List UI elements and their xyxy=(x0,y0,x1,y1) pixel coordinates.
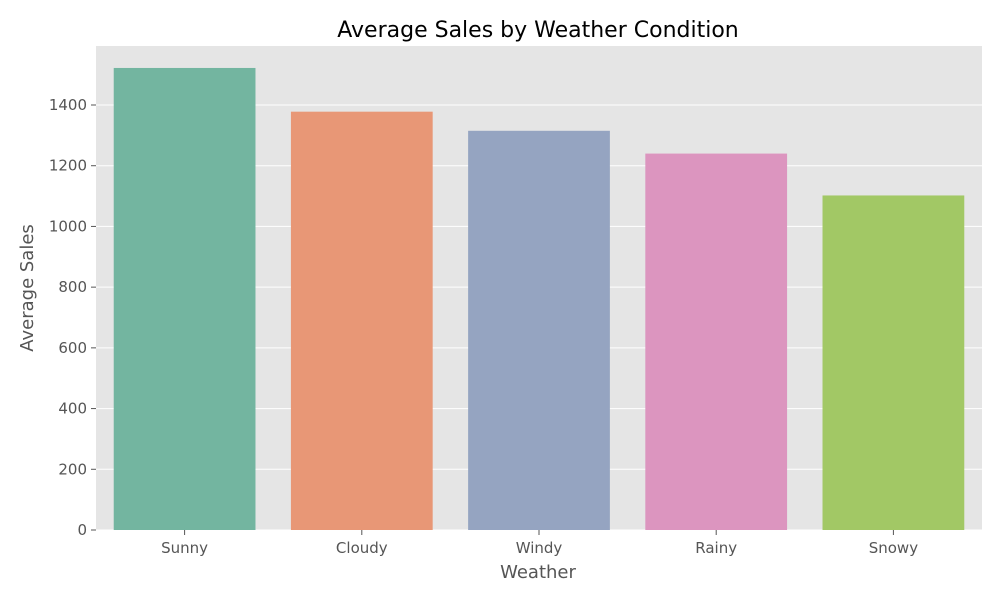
x-tick-label: Snowy xyxy=(869,539,918,557)
y-tick-label: 1000 xyxy=(49,217,87,235)
x-tick-label: Rainy xyxy=(695,539,737,557)
bars xyxy=(113,67,965,531)
y-tick-label: 200 xyxy=(58,460,87,478)
x-tick-label: Windy xyxy=(516,539,563,557)
bar-windy xyxy=(468,130,610,530)
y-tick-label: 800 xyxy=(58,278,87,296)
x-tick-label: Cloudy xyxy=(336,539,388,557)
bar-snowy xyxy=(822,195,965,530)
y-tick-label: 0 xyxy=(77,521,87,539)
x-axis: Sunny Cloudy Windy Rainy Snowy xyxy=(161,530,918,557)
y-tick-label: 400 xyxy=(58,400,87,418)
chart-title: Average Sales by Weather Condition xyxy=(337,18,738,43)
bar-cloudy xyxy=(290,111,433,530)
y-tick-label: 1400 xyxy=(49,96,87,114)
x-axis-label: Weather xyxy=(500,562,576,583)
x-tick-label: Sunny xyxy=(161,539,208,557)
bar-rainy xyxy=(645,153,788,531)
y-axis-label: Average Sales xyxy=(17,224,38,352)
bar-sunny xyxy=(113,67,256,530)
y-tick-label: 600 xyxy=(58,339,87,357)
y-axis: 0 200 400 600 800 1000 1200 1400 xyxy=(49,96,96,539)
y-tick-label: 1200 xyxy=(49,157,87,175)
